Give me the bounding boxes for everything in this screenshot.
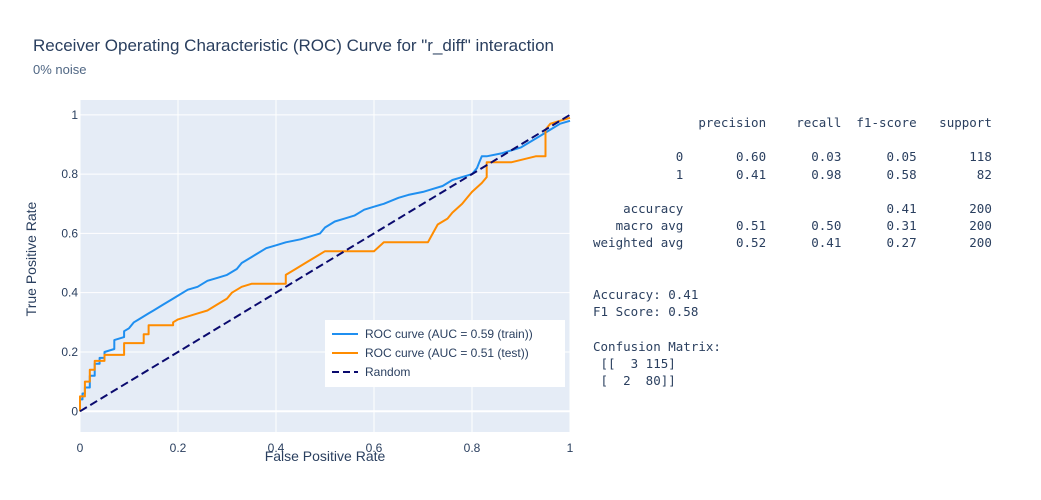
y-axis-title: True Positive Rate (23, 201, 39, 316)
y-tick-label: 0.8 (61, 167, 78, 181)
y-tick-label: 0.4 (61, 286, 78, 300)
chart-title: Receiver Operating Characteristic (ROC) … (33, 36, 554, 55)
x-tick-label: 0.4 (268, 441, 285, 455)
series-layer (79, 113, 571, 413)
classification-report: precision recall f1-score support 0 0.60… (593, 115, 992, 389)
legend-item[interactable]: ROC curve (AUC = 0.51 (test)) (365, 346, 529, 360)
legend-box (325, 320, 565, 387)
legend-item[interactable]: Random (365, 365, 410, 379)
y-tick-label: 1 (71, 108, 78, 122)
y-tick-label: 0.2 (61, 345, 78, 359)
x-tick-label: 0.8 (464, 441, 481, 455)
x-tick-label: 0.6 (366, 441, 383, 455)
tick-labels: 0 0.2 0.4 0.6 0.8 1 0 0.2 0.4 0.6 0.8 1 (61, 108, 573, 455)
x-axis-title: False Positive Rate (265, 448, 386, 464)
legend[interactable]: ROC curve (AUC = 0.59 (train)) ROC curve … (325, 320, 565, 387)
x-tick-label: 0.2 (170, 441, 187, 455)
chart-subtitle: 0% noise (33, 62, 86, 77)
test-roc-curve (79, 116, 571, 412)
y-tick-label: 0.6 (61, 226, 78, 240)
x-tick-label: 1 (567, 441, 574, 455)
x-tick-label: 0 (77, 441, 84, 455)
y-tick-label: 0 (71, 404, 78, 418)
train-roc-curve (79, 119, 571, 412)
legend-item[interactable]: ROC curve (AUC = 0.59 (train)) (365, 327, 533, 341)
